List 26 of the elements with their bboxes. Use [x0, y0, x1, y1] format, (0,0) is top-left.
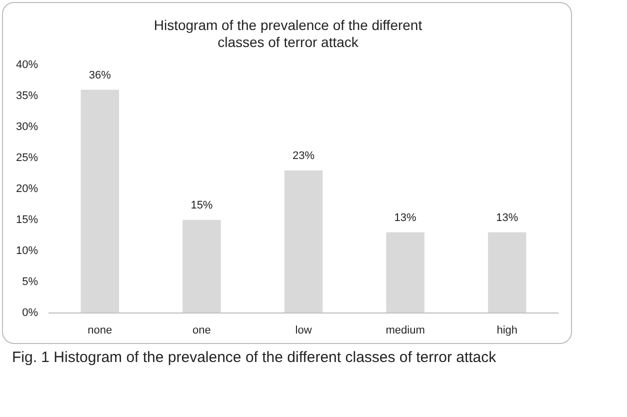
bar	[182, 220, 221, 313]
y-tick-label: 10%	[16, 244, 38, 257]
data-label: 36%	[88, 69, 112, 82]
data-label: 23%	[292, 150, 315, 162]
y-tick-label: 20%	[16, 182, 38, 195]
bar	[386, 232, 424, 313]
bar	[488, 232, 526, 313]
data-label: 13%	[394, 212, 417, 224]
y-tick-label: 25%	[16, 152, 38, 164]
caption: Fig. 1 Histogram of the prevalence of the different classes of terror attack	[12, 348, 498, 368]
x-tick-label: medium	[386, 324, 425, 336]
data-label: 13%	[496, 212, 518, 224]
x-tick-label: one	[192, 324, 211, 336]
y-tick-label: 40%	[16, 59, 38, 72]
chart-title: Histogram of the prevalence of the different classes of terror attack	[153, 17, 423, 51]
bar	[284, 170, 323, 313]
y-tick-label: 35%	[16, 90, 38, 102]
data-label: 15%	[190, 199, 213, 212]
x-tick-label: low	[295, 324, 312, 336]
y-tick-label: 30%	[16, 120, 38, 133]
y-tick-label: 5%	[22, 276, 38, 288]
y-tick-label: 15%	[16, 214, 38, 226]
y-tick-label: 0%	[22, 306, 38, 319]
bar	[80, 90, 120, 313]
x-tick-label: none	[88, 324, 112, 336]
x-tick-label: high	[496, 324, 518, 336]
